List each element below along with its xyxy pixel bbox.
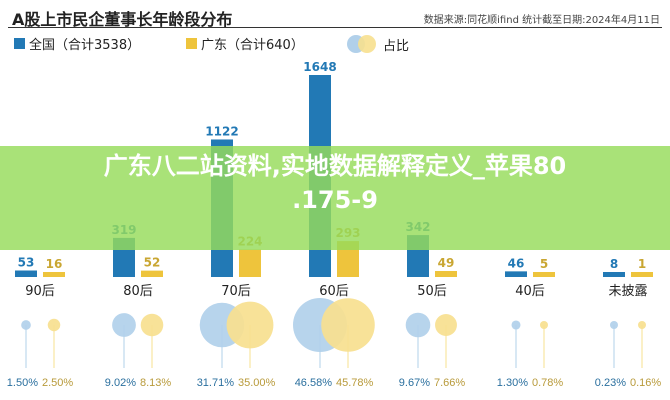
legend-share: 占比 xyxy=(345,34,409,54)
bar-value-label: 16 xyxy=(46,257,63,271)
bar xyxy=(239,249,261,277)
divider xyxy=(8,27,662,28)
category-label: 80后 xyxy=(123,284,153,299)
category-label: 90后 xyxy=(25,284,55,299)
share-circle xyxy=(511,320,521,330)
legend-national: 全国（合计3538） xyxy=(14,34,140,53)
share-label: 9.02% xyxy=(105,377,136,389)
share-label: 9.67% xyxy=(399,377,430,389)
share-circle xyxy=(226,301,274,349)
share-label: 1.30% xyxy=(497,377,528,389)
overlay-banner: 广东八二站资料,实地数据解释定义_苹果80 .175-9 xyxy=(0,146,670,250)
share-label: 0.23% xyxy=(595,377,626,389)
share-label: 45.78% xyxy=(336,377,374,389)
bar-value-label: 8 xyxy=(610,257,618,271)
category-label: 70后 xyxy=(221,284,251,299)
bar-value-label: 5 xyxy=(540,257,548,271)
bar xyxy=(533,272,555,277)
share-circle xyxy=(405,312,431,338)
legend-label: 广东（合计640） xyxy=(201,38,304,53)
category-label: 50后 xyxy=(417,284,447,299)
bar-value-label: 53 xyxy=(18,256,35,270)
category-label: 未披露 xyxy=(608,284,647,299)
share-circle xyxy=(47,318,61,332)
share-label: 8.13% xyxy=(140,377,171,389)
bar xyxy=(43,272,65,277)
share-circle xyxy=(21,320,31,330)
overlay-line-1: 广东八二站资料,实地数据解释定义_苹果80 xyxy=(103,152,567,180)
share-label: 46.58% xyxy=(295,377,333,389)
share-label: 1.50% xyxy=(7,377,38,389)
legend-guangdong: 广东（合计640） xyxy=(186,34,304,53)
overlay-line-2: .175-9 xyxy=(292,186,378,214)
category-label: 60后 xyxy=(319,284,349,299)
share-label: 35.00% xyxy=(238,377,276,389)
bar-value-label: 52 xyxy=(144,256,161,270)
legend-label: 全国（合计3538） xyxy=(29,38,141,53)
bar-value-label: 46 xyxy=(508,256,525,270)
legend-label: 占比 xyxy=(383,38,410,54)
bar xyxy=(435,270,457,277)
bar-value-label: 49 xyxy=(438,256,455,270)
share-label: 31.71% xyxy=(197,377,235,389)
bar-value-label: 1 xyxy=(638,257,646,271)
share-circle xyxy=(321,298,375,352)
share-label: 0.16% xyxy=(630,377,661,389)
bar xyxy=(603,272,625,277)
bar xyxy=(141,270,163,277)
share-circle xyxy=(435,314,457,336)
share-label: 7.66% xyxy=(434,377,465,389)
share-circle xyxy=(112,313,136,337)
bar xyxy=(505,271,527,277)
bar-value-label: 1648 xyxy=(303,60,336,74)
share-circle xyxy=(140,313,164,337)
category-label: 40后 xyxy=(515,284,545,299)
source-note: 数据来源:同花顺ifind 统计截至日期:2024年4月11日 xyxy=(423,15,660,26)
share-circles-icon xyxy=(347,35,376,53)
share-circle xyxy=(638,321,646,329)
share-circle xyxy=(610,321,618,329)
bar xyxy=(631,272,653,277)
share-circle xyxy=(540,321,548,329)
bar xyxy=(15,270,37,277)
bar xyxy=(337,241,359,277)
chart-title: A股上市民企董事长年龄段分布 xyxy=(12,10,233,29)
bar-value-label: 1122 xyxy=(205,124,238,138)
legend-swatch xyxy=(186,38,197,49)
share-label: 0.78% xyxy=(532,377,563,389)
legend-swatch xyxy=(14,38,25,49)
share-label: 2.50% xyxy=(42,377,73,389)
